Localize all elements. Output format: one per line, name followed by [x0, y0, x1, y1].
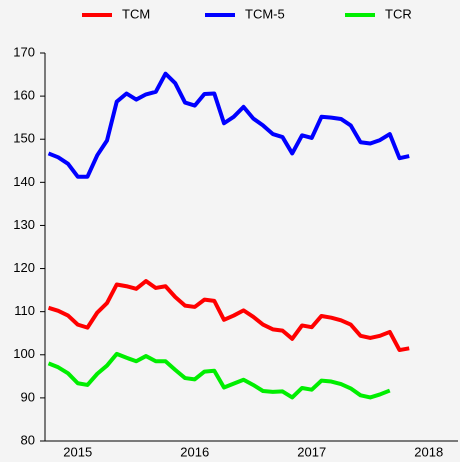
line-series	[47, 71, 410, 179]
y-tick-label: 160	[13, 88, 35, 103]
y-tick-label: 130	[13, 217, 35, 232]
x-tick-label: 2015	[63, 444, 92, 459]
legend-label: TCM-5	[245, 6, 285, 21]
line-series	[47, 279, 410, 353]
x-tick-label: 2018	[414, 444, 443, 459]
legend-label: TCR	[385, 6, 412, 21]
y-tick-label: 140	[13, 174, 35, 189]
legend-label: TCM	[122, 6, 150, 21]
y-tick-label: 170	[13, 44, 35, 59]
y-tick-label: 100	[13, 346, 35, 361]
x-tick-label: 2016	[180, 444, 209, 459]
x-tick-label: 2017	[297, 444, 326, 459]
line-series	[47, 351, 391, 400]
y-tick-label: 110	[14, 303, 35, 318]
y-tick-label: 150	[13, 131, 35, 146]
y-tick-label: 80	[21, 432, 35, 447]
y-tick-label: 90	[21, 389, 35, 404]
y-tick-label: 120	[13, 260, 35, 275]
